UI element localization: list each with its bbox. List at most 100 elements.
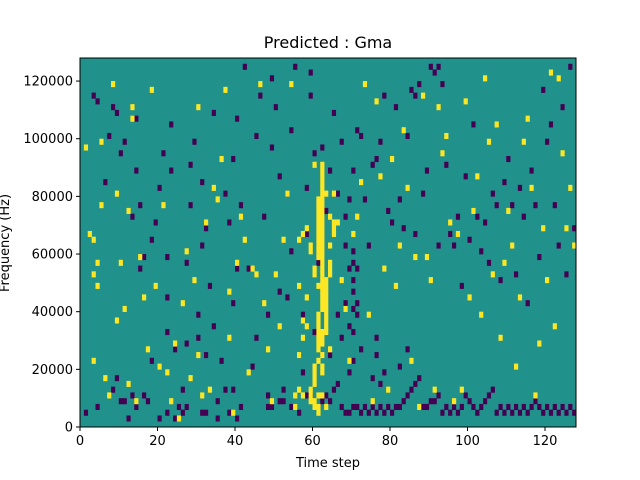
- heatmap-cell-high: [118, 259, 123, 266]
- heatmap-cell-low: [149, 357, 154, 364]
- heatmap-cell-high: [312, 265, 317, 272]
- heatmap-cell-low: [483, 398, 488, 405]
- heatmap-cell-high: [184, 248, 189, 255]
- heatmap-cell-low: [386, 403, 391, 411]
- heatmap-cell-high: [463, 98, 468, 105]
- heatmap-cell-high: [130, 115, 135, 122]
- heatmap-cell-high: [320, 161, 325, 168]
- heatmap-cell-low: [266, 392, 271, 399]
- heatmap-cell-low: [223, 190, 228, 197]
- heatmap-cell-high: [316, 254, 321, 261]
- heatmap-cell-low: [258, 92, 263, 99]
- heatmap-cell-high: [83, 144, 89, 151]
- heatmap-cell-low: [324, 392, 329, 399]
- heatmap-cell-high: [188, 375, 193, 382]
- heatmap-cell-low: [359, 132, 364, 140]
- heatmap-cell-low: [211, 323, 216, 330]
- heatmap-cell-low: [176, 403, 182, 411]
- heatmap-cell-low: [343, 242, 348, 249]
- heatmap-cell-low: [475, 409, 480, 416]
- heatmap-cell-high: [235, 259, 240, 266]
- heatmap-cell-low: [91, 92, 96, 99]
- heatmap-cell-low: [188, 161, 193, 168]
- heatmap-cell-low: [448, 230, 453, 238]
- heatmap-cell-high: [145, 346, 151, 353]
- heatmap-cell-high: [238, 213, 244, 220]
- heatmap-cell-low: [273, 104, 278, 111]
- heatmap-cell-high: [297, 282, 302, 289]
- heatmap-cell-high: [331, 225, 337, 232]
- y-tick-label: 60000: [32, 248, 73, 263]
- heatmap-cell-low: [320, 398, 325, 405]
- heatmap-cell-high: [324, 328, 329, 336]
- heatmap-cell-low: [541, 409, 546, 416]
- heatmap-cell-low: [200, 242, 205, 249]
- heatmap-cell-low: [246, 265, 251, 272]
- heatmap-cell-high: [312, 271, 317, 278]
- heatmap-cell-high: [196, 104, 201, 111]
- heatmap-cell-high: [99, 202, 104, 209]
- heatmap-cell-low: [355, 300, 360, 307]
- heatmap-cell-low: [266, 311, 271, 318]
- heatmap-cell-high: [572, 242, 577, 249]
- heatmap-cell-high: [316, 282, 321, 289]
- heatmap-cell-high: [413, 254, 418, 261]
- heatmap-cell-high: [316, 213, 321, 220]
- heatmap-cell-high: [266, 346, 271, 353]
- heatmap-cell-low: [289, 403, 294, 411]
- heatmap-cell-low: [114, 375, 120, 382]
- heatmap-cell-low: [374, 156, 379, 163]
- heatmap-cell-high: [308, 392, 313, 399]
- heatmap-cell-low: [374, 409, 379, 416]
- heatmap-cell-low: [548, 409, 554, 416]
- heatmap-cell-low: [161, 150, 166, 157]
- heatmap-cell-high: [269, 398, 275, 405]
- plot-frame: [79, 57, 577, 428]
- heatmap-cell-low: [165, 409, 170, 416]
- heatmap-cell-high: [157, 363, 162, 370]
- heatmap-cell-low: [297, 409, 302, 416]
- heatmap-cell-low: [219, 357, 224, 364]
- heatmap-cell-low: [180, 386, 185, 393]
- heatmap-cell-low: [312, 328, 317, 336]
- heatmap-cell-low: [537, 403, 542, 411]
- heatmap-cell-high: [262, 300, 267, 307]
- heatmap-cell-high: [312, 380, 317, 387]
- heatmap-cell-high: [320, 294, 325, 301]
- heatmap-cell-high: [347, 357, 352, 364]
- heatmap-cell-high: [320, 288, 325, 295]
- heatmap-cell-low: [452, 403, 457, 411]
- x-axis-label: Time step: [295, 456, 360, 471]
- heatmap-cell-low: [196, 311, 201, 318]
- heatmap-cell-low: [382, 92, 387, 99]
- heatmap-cell-high: [455, 230, 461, 238]
- heatmap-cell-low: [130, 392, 135, 399]
- heatmap-cell-high: [320, 282, 325, 289]
- heatmap-cell-high: [378, 173, 383, 180]
- heatmap-cell-high: [316, 328, 321, 336]
- heatmap-cell-low: [521, 403, 526, 411]
- heatmap-cell-high: [223, 86, 228, 93]
- heatmap-cell-low: [308, 92, 313, 99]
- heatmap-cell-high: [316, 311, 321, 318]
- y-tick-label: 100000: [23, 132, 73, 147]
- heatmap-cell-low: [122, 398, 127, 405]
- heatmap-cell-high: [316, 340, 321, 347]
- heatmap-cell-low: [393, 403, 399, 411]
- heatmap-cell-low: [401, 225, 406, 232]
- heatmap-cell-low: [231, 156, 236, 163]
- heatmap-cell-low: [471, 121, 476, 128]
- heatmap-cell-high: [320, 196, 325, 203]
- heatmap-cell-low: [215, 398, 220, 405]
- heatmap-cell-low: [494, 202, 499, 209]
- heatmap-cell-low: [486, 392, 492, 399]
- heatmap-cell-low: [490, 190, 495, 197]
- heatmap-cell-low: [262, 213, 267, 220]
- heatmap-cell-low: [289, 127, 294, 134]
- heatmap-cell-low: [204, 352, 209, 359]
- heatmap-cell-low: [165, 254, 170, 261]
- heatmap-cell-low: [122, 138, 127, 145]
- heatmap-cell-high: [339, 277, 344, 284]
- heatmap-cell-high: [312, 369, 317, 376]
- heatmap-cell-low: [231, 386, 236, 393]
